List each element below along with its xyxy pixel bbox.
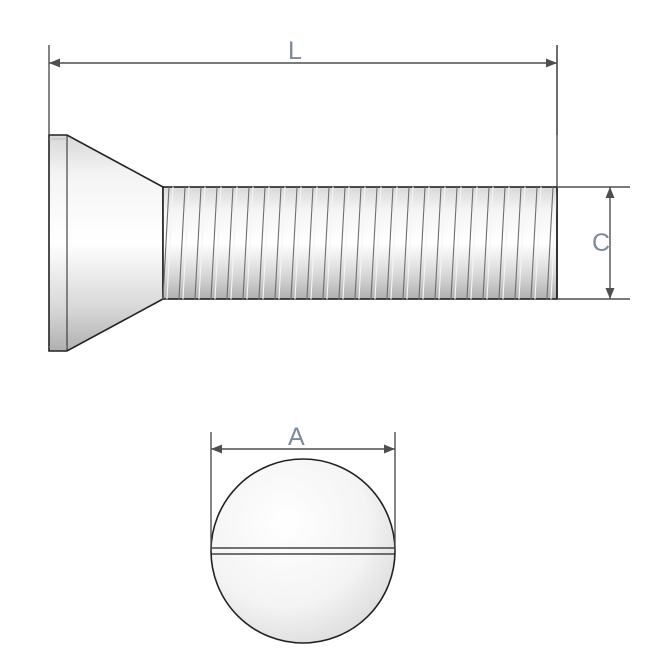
drawing-svg	[0, 0, 670, 670]
dimension-label-C: C	[592, 229, 610, 258]
technical-drawing-canvas: L C A	[0, 0, 670, 670]
screw-end-circle	[211, 459, 395, 643]
dimension-label-A: A	[288, 423, 305, 452]
dimension-label-L: L	[288, 37, 302, 66]
